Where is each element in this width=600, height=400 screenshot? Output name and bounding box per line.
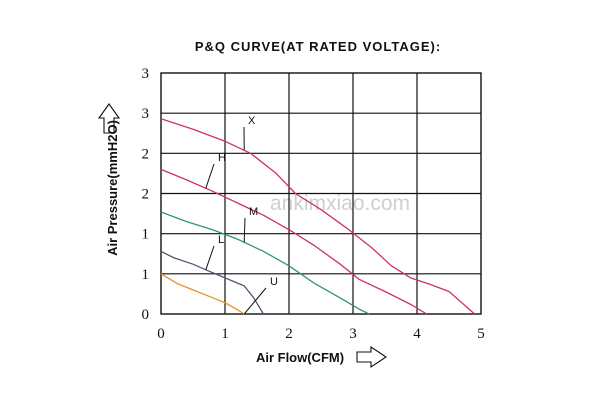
curve-labels: X H M L U (205, 115, 278, 315)
y-tick-label: 2 (142, 187, 150, 203)
label-leader-h (205, 163, 215, 189)
x-tick-label: 0 (157, 326, 165, 342)
y-tick-labels: 0 1 1 2 2 3 3 (142, 66, 150, 323)
label-leader-l (205, 245, 215, 270)
right-arrow-icon (356, 345, 387, 369)
watermark: ankimxiao.com (270, 192, 410, 215)
x-tick-label: 5 (477, 326, 485, 342)
curve-label-m: M (249, 206, 258, 218)
x-tick-label: 4 (413, 326, 421, 342)
y-tick-label: 3 (142, 66, 150, 82)
y-tick-label: 2 (142, 146, 150, 162)
x-tick-label: 2 (285, 326, 293, 342)
y-axis-title: Air Pressure(mmH2O) (105, 120, 120, 256)
chart-title: P&Q CURVE(AT RATED VOLTAGE): (195, 39, 441, 54)
curves (160, 118, 476, 315)
x-axis-title: Air Flow(CFM) (256, 350, 344, 365)
curve-label-h: H (218, 152, 226, 164)
y-tick-label: 0 (142, 307, 150, 323)
y-tick-label: 3 (142, 106, 150, 122)
curve-label-u: U (270, 276, 278, 288)
curve-x (160, 118, 476, 315)
label-leader-u (243, 287, 267, 315)
curve-m (160, 211, 370, 315)
label-leader-m (243, 217, 246, 243)
x-tick-label: 1 (221, 326, 229, 342)
curve-u (160, 273, 245, 315)
grid (160, 72, 482, 315)
curve-label-l: L (218, 234, 224, 246)
x-tick-labels: 0 1 2 3 4 5 (157, 326, 485, 342)
curve-label-x: X (248, 115, 256, 127)
y-tick-label: 1 (142, 227, 150, 243)
up-arrow-icon (97, 103, 121, 134)
x-tick-label: 3 (349, 326, 357, 342)
curve-l (160, 250, 264, 315)
y-tick-label: 1 (142, 267, 150, 283)
curve-h (160, 168, 427, 315)
